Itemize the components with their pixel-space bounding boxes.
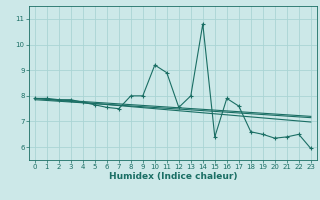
X-axis label: Humidex (Indice chaleur): Humidex (Indice chaleur) (108, 172, 237, 181)
